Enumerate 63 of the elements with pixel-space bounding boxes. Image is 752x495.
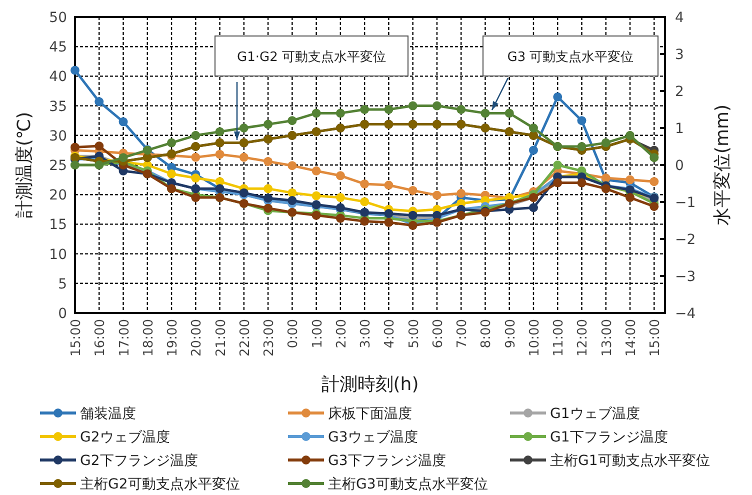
y-tick-label: 0	[58, 306, 67, 322]
x-tick-label: 15:00	[69, 319, 84, 356]
x-tick-label: 23:00	[262, 319, 278, 356]
legend-label: 主桁G1可動支点水平変位	[550, 453, 710, 469]
legend-label: G3下フランジ温度	[328, 453, 446, 469]
legend-label: G3ウェブ温度	[328, 430, 418, 446]
x-tick-label: 16:00	[93, 319, 108, 356]
x-tick-label: 19:00	[166, 319, 181, 356]
x-tick-label: 1:00	[310, 319, 326, 348]
x-tick-label: 9:00	[503, 319, 518, 348]
annotation: G1·G2 可動支点水平変位	[237, 49, 386, 65]
x-tick-label: 17:00	[117, 319, 132, 356]
x-tick-label: 10:00	[527, 319, 542, 356]
y-tick-label: 40	[49, 69, 67, 86]
legend-label: G2下フランジ温度	[80, 453, 198, 469]
x-tick-label: 2:00	[334, 319, 350, 348]
y-axis-title: 計測温度(℃)	[14, 112, 35, 218]
legend-label: 床板下面温度	[328, 406, 412, 422]
y-tick-label: 45	[49, 40, 67, 56]
annotation: G3 可動支点水平変位	[507, 49, 634, 65]
x-tick-label: 15:00	[648, 319, 664, 356]
x-tick-label: 11:00	[552, 319, 567, 356]
x-axis-title: 計測時刻(h)	[321, 374, 419, 395]
y2-tick-label: 0	[675, 158, 684, 174]
legend-label: G1ウェブ温度	[550, 406, 640, 422]
y2-tick-label: −2	[675, 232, 696, 248]
x-tick-label: 12:00	[576, 319, 591, 356]
x-tick-label: 7:00	[455, 319, 470, 348]
legend-label: 主桁G3可動支点水平変位	[328, 476, 488, 492]
x-tick-label: 21:00	[214, 319, 229, 356]
x-tick-label: 5:00	[406, 319, 422, 348]
y-tick-label: 35	[49, 98, 67, 115]
y-tick-label: 50	[49, 10, 67, 26]
annotation: G1·G2 可動支点水平変位	[214, 36, 408, 76]
y2-tick-label: 1	[675, 121, 684, 137]
y2-tick-label: 3	[675, 47, 684, 63]
y-tick-label: 5	[58, 276, 67, 292]
legend-label: G1下フランジ温度	[550, 430, 668, 446]
y2-axis-title: 水平変位(mm)	[712, 104, 733, 226]
annotation: G3 可動支点水平変位	[482, 36, 658, 76]
y2-tick-label: −3	[675, 269, 696, 285]
x-tick-label: 8:00	[479, 319, 494, 348]
y2-tick-label: −4	[675, 306, 696, 322]
x-tick-label: 22:00	[238, 319, 253, 356]
y-tick-label: 30	[49, 128, 67, 144]
y2-tick-label: −1	[675, 195, 696, 211]
y-tick-label: 10	[49, 246, 67, 263]
x-tick-label: 18:00	[141, 319, 156, 356]
x-tick-label: 14:00	[624, 319, 640, 356]
y-tick-label: 20	[49, 188, 67, 204]
legend-label: 主桁G2可動支点水平変位	[80, 476, 240, 492]
x-tick-label: 13:00	[600, 319, 615, 356]
y2-tick-label: 4	[675, 10, 684, 26]
x-tick-label: 20:00	[190, 319, 205, 356]
x-tick-label: 3:00	[358, 319, 374, 348]
x-tick-label: 6:00	[430, 319, 446, 348]
y-tick-label: 15	[49, 217, 67, 234]
x-tick-label: 0:00	[286, 319, 302, 348]
y-tick-label: 25	[49, 158, 67, 174]
x-tick-label: 4:00	[382, 319, 398, 348]
y2-tick-label: 2	[675, 84, 684, 100]
legend-label: 舗装温度	[80, 406, 136, 422]
legend-label: G2ウェブ温度	[80, 430, 170, 446]
